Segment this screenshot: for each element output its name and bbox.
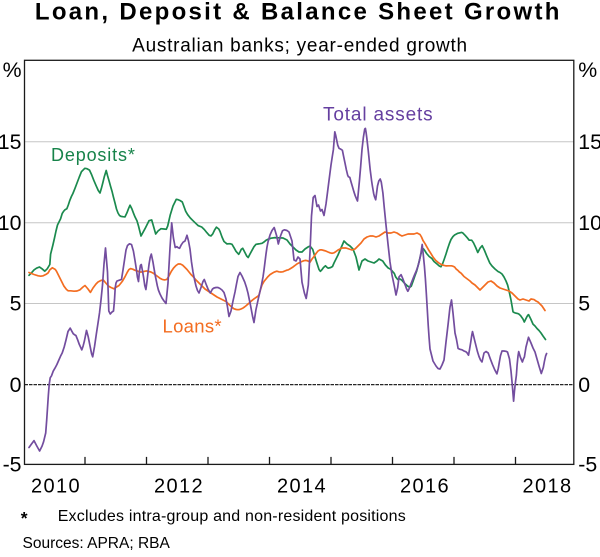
svg-text:Deposits*: Deposits* — [51, 145, 136, 165]
svg-text:0: 0 — [10, 373, 22, 397]
svg-text:2010: 2010 — [31, 476, 81, 498]
svg-text:15: 15 — [578, 130, 600, 154]
svg-text:*: * — [21, 508, 28, 528]
svg-text:2016: 2016 — [400, 476, 450, 498]
svg-text:2012: 2012 — [154, 476, 204, 498]
svg-text:-5: -5 — [3, 453, 22, 477]
svg-text:Total assets: Total assets — [323, 104, 434, 125]
svg-text:Sources: APRA; RBA: Sources: APRA; RBA — [23, 535, 171, 552]
svg-text:Excludes intra-group and non-r: Excludes intra-group and non-resident po… — [58, 508, 406, 525]
svg-text:5: 5 — [10, 292, 22, 316]
svg-text:5: 5 — [578, 292, 590, 316]
svg-text:Loans*: Loans* — [163, 316, 222, 337]
svg-text:Loan, Deposit & Balance Sheet: Loan, Deposit & Balance Sheet Growth — [35, 0, 562, 26]
svg-text:%: % — [578, 58, 597, 82]
svg-text:10: 10 — [0, 211, 22, 235]
svg-text:10: 10 — [578, 211, 600, 235]
svg-text:%: % — [3, 58, 22, 82]
svg-text:2018: 2018 — [523, 476, 573, 498]
svg-text:15: 15 — [0, 130, 22, 154]
svg-text:0: 0 — [578, 373, 590, 397]
svg-text:2014: 2014 — [277, 476, 327, 498]
svg-text:Australian banks; year-ended g: Australian banks; year-ended growth — [132, 36, 468, 57]
svg-text:-5: -5 — [578, 453, 597, 477]
